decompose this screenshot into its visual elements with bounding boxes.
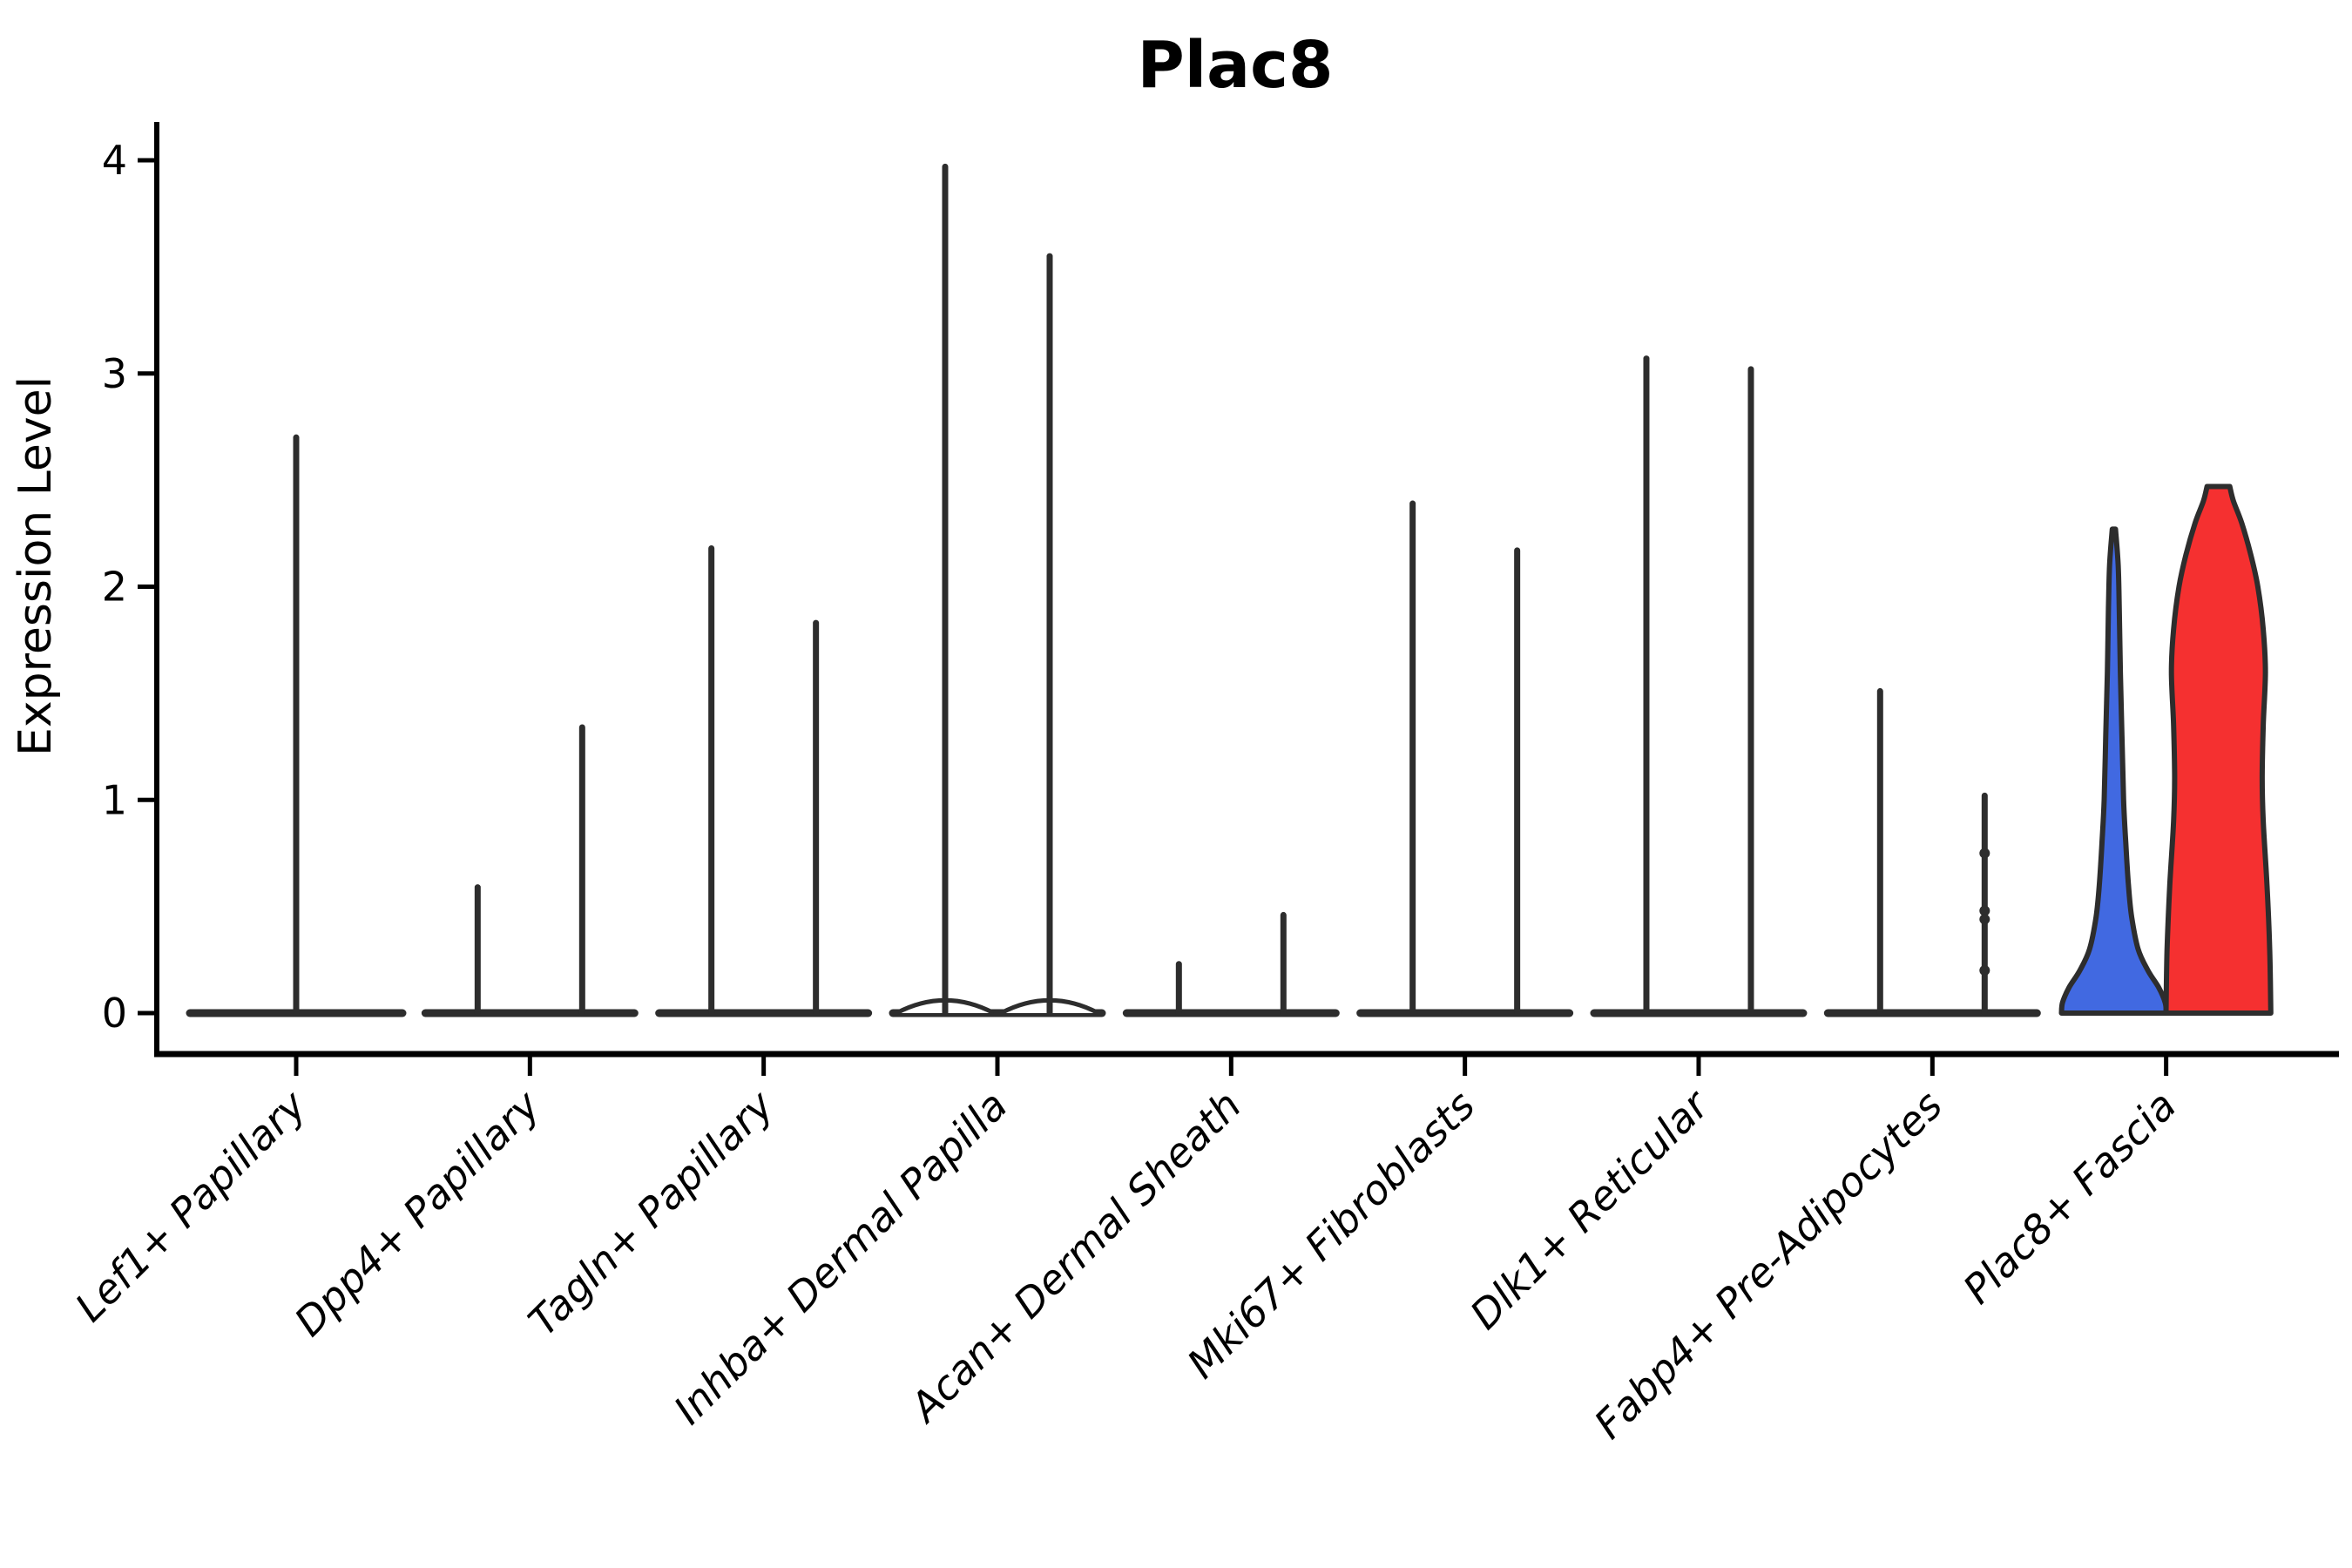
chart-title: Plac8 xyxy=(1138,28,1334,103)
violin-knot xyxy=(1979,914,1990,925)
y-tick-label: 3 xyxy=(102,350,127,397)
violins-layer xyxy=(186,163,2274,1017)
violin-knot xyxy=(1979,965,1990,977)
violin-knot xyxy=(1979,905,1990,916)
y-tick-label: 0 xyxy=(102,990,127,1037)
y-tick-label: 2 xyxy=(102,564,127,611)
y-axis-label: Expression Level xyxy=(10,376,62,756)
violin-body xyxy=(2163,483,2274,1016)
y-tick-label: 4 xyxy=(102,137,127,184)
violin-body xyxy=(2058,526,2169,1016)
axes-layer xyxy=(138,122,2339,1076)
x-tick-label: Tagln+ Papillary xyxy=(519,1081,783,1345)
x-tick-label: Plac8+ Fascia xyxy=(1954,1082,2185,1313)
x-tick-label: Lef1+ Papillary xyxy=(66,1081,315,1330)
x-tick-label: Dpp4+ Papillary xyxy=(285,1081,549,1345)
violin-knot xyxy=(1979,848,1990,859)
y-tick-label: 1 xyxy=(102,776,127,823)
x-tick-label: Dlk1+ Reticular xyxy=(1461,1079,1720,1338)
